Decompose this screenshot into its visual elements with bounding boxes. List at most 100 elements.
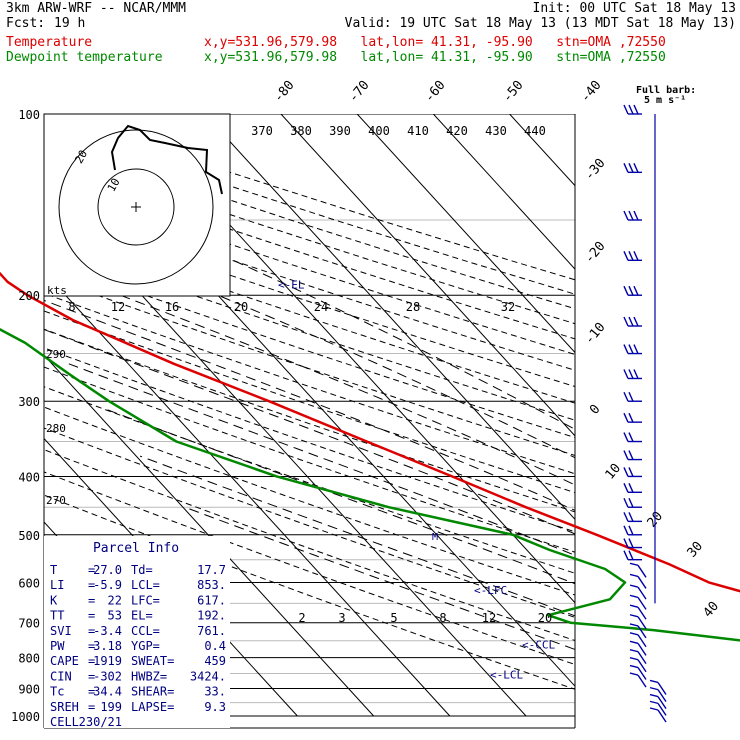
barb-flag	[633, 344, 639, 354]
dry-adiabat	[44, 427, 575, 618]
wind-barb	[623, 316, 642, 327]
barb-flag	[633, 104, 639, 115]
dry-adiabat-label: 270	[46, 494, 66, 507]
dewpoint-legend-label: Dewpoint temperature	[6, 50, 163, 65]
barb-shaft	[637, 651, 647, 665]
wind-barb	[623, 497, 642, 508]
barb-flag	[623, 104, 629, 115]
barb-flag	[628, 467, 634, 477]
wind-key-line1: Full barb:	[636, 85, 696, 96]
dry-adiabat-label: 280	[46, 422, 66, 435]
moist-adiabat	[68, 363, 575, 556]
wind-barb	[623, 163, 642, 174]
wind-barb	[629, 584, 647, 600]
barb-flag	[628, 450, 634, 460]
barb-flag	[629, 623, 639, 627]
wind-barb	[649, 693, 667, 709]
parcel-param-name: Td=	[131, 563, 153, 577]
barb-flag	[629, 584, 639, 588]
barb-flag	[628, 369, 634, 379]
parcel-param-name: LCL=	[131, 578, 160, 592]
wind-barb	[623, 369, 642, 380]
barb-flag	[623, 344, 629, 354]
barb-shaft	[657, 702, 667, 716]
parcel-param-name: CIN	[50, 669, 72, 683]
wind-barb	[623, 210, 642, 221]
parcel-param-value: 1919	[93, 654, 122, 668]
parcel-param-name: EL=	[131, 609, 153, 623]
parcel-param-value: 9.3	[204, 700, 226, 714]
barb-flag	[629, 573, 639, 578]
barb-flag	[649, 700, 659, 705]
pressure-tick-label: 400	[18, 470, 40, 484]
barb-shaft	[657, 682, 667, 695]
barb-shaft	[657, 709, 667, 723]
wind-barb	[623, 450, 642, 461]
wind-barb	[623, 550, 642, 561]
barb-flag	[629, 594, 639, 599]
wind-barb	[629, 623, 647, 639]
barb-shaft	[637, 596, 647, 610]
parcel-equals: =	[88, 563, 95, 577]
barb-flag	[629, 672, 639, 676]
barb-flag	[623, 497, 629, 508]
barb-shaft	[637, 634, 647, 648]
hodograph-ring-label-10: 10	[105, 176, 123, 194]
wind-barb	[629, 672, 647, 688]
barb-flag	[623, 483, 629, 493]
barb-flag	[628, 210, 634, 221]
mixing-ratio-label: 20	[538, 611, 552, 625]
isotherm-label: -20	[582, 239, 609, 267]
mixing-ratio-label: 8	[439, 611, 446, 625]
parcel-param-name: CCL=	[131, 624, 160, 638]
parcel-param-name: K	[50, 593, 58, 607]
barb-shaft	[637, 642, 647, 656]
barb-flag	[628, 251, 634, 261]
isotherm-label: -30	[582, 156, 609, 184]
barb-flag	[628, 432, 634, 442]
isotherm	[356, 114, 575, 354]
isotherm-label: 40	[701, 599, 723, 621]
dewpoint-profile	[0, 328, 740, 642]
barb-flag	[649, 679, 659, 684]
theta-label: 420	[446, 124, 468, 138]
barb-flag	[629, 657, 639, 661]
parcel-param-value: 3424.	[190, 669, 226, 683]
mixing-ratio-label: 16	[165, 300, 179, 314]
wind-key-line2: 5 m s⁻¹	[644, 95, 686, 106]
dry-adiabat	[44, 195, 575, 371]
barb-shaft	[637, 586, 647, 600]
forecast-hour: 19 h	[54, 16, 86, 31]
wind-barb	[623, 483, 642, 493]
wind-barb	[629, 614, 647, 630]
wind-barb	[623, 538, 642, 549]
isotherm-label: -10	[582, 320, 609, 348]
isotherm	[204, 114, 575, 521]
barb-shaft	[637, 616, 647, 630]
barb-flag	[623, 210, 629, 221]
parcel-param-name: CELL	[50, 715, 79, 729]
barb-flag	[623, 163, 629, 173]
mixing-marker: M	[432, 532, 438, 543]
wind-barb	[629, 573, 647, 589]
theta-label: 430	[485, 124, 507, 138]
pressure-tick-label: 500	[18, 529, 40, 543]
parcel-param-name: PW	[50, 639, 65, 653]
barb-flag	[633, 210, 639, 221]
parcel-param-value: 230/21	[79, 715, 122, 729]
barb-flag	[628, 391, 634, 402]
barb-flag	[629, 632, 639, 636]
isotherm-label: 10	[603, 461, 625, 483]
mixing-ratio-label: 12	[482, 611, 496, 625]
dry-adiabat	[44, 275, 575, 456]
wind-barb	[629, 632, 647, 648]
parcel-param-name: Tc	[50, 685, 64, 699]
parcel-param-value: 199	[100, 700, 122, 714]
barb-flag	[629, 664, 639, 669]
barb-flag	[623, 251, 629, 261]
moist-adiabat	[141, 219, 575, 430]
isotherm-label: -50	[500, 78, 527, 106]
barb-flag	[628, 483, 634, 493]
dry-adiabat	[44, 258, 575, 439]
